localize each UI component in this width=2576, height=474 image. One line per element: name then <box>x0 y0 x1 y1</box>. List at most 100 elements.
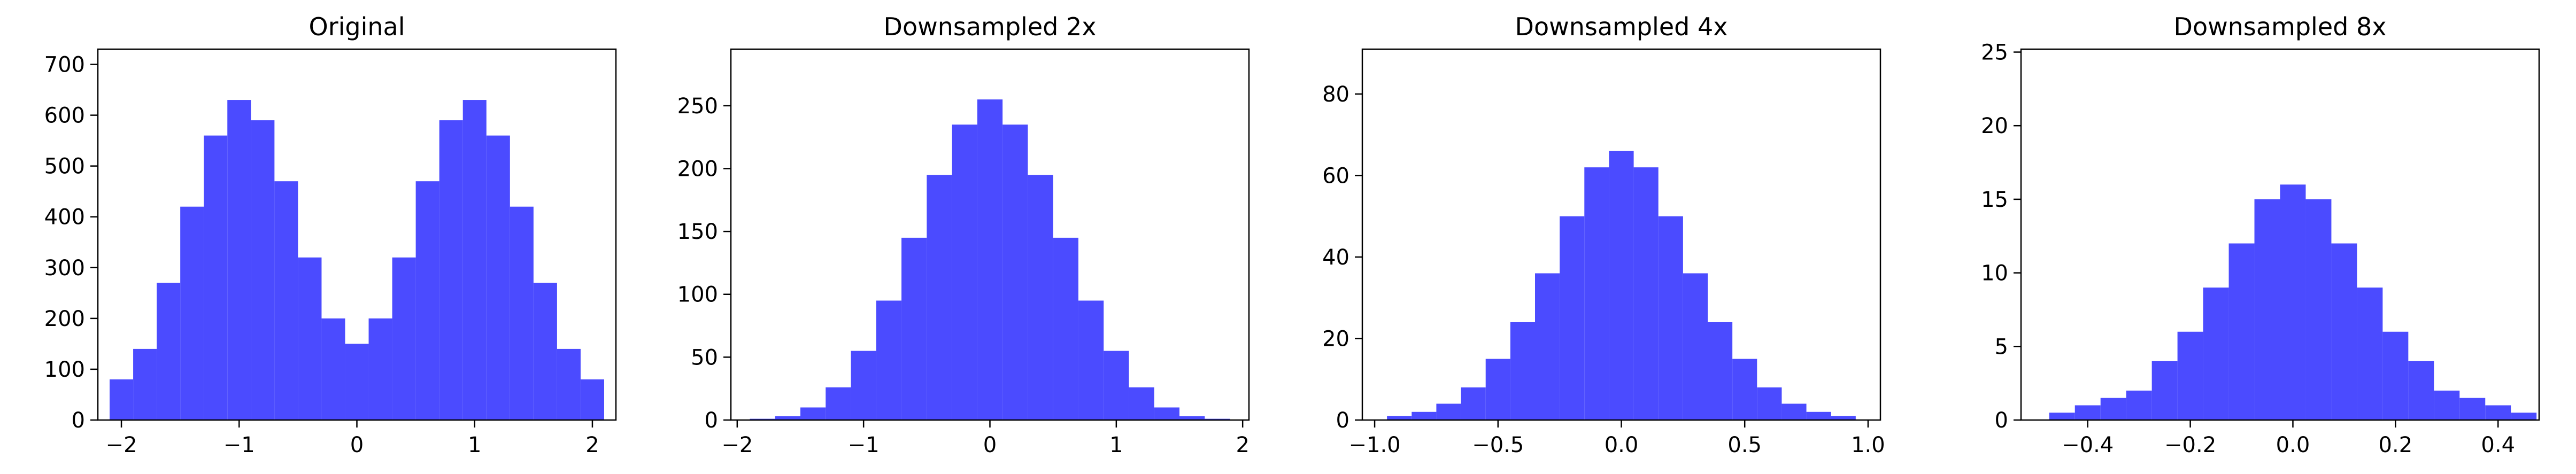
histogram-bar <box>2100 398 2126 420</box>
histogram-bar <box>2151 361 2178 420</box>
chart-panel-4: −0.4 −0.2 0.0 0.2 0.4 0 5 10 15 20 25 Downsampled 8… <box>1981 12 2540 457</box>
histogram-bar <box>1806 411 1831 420</box>
histogram-bar <box>800 407 826 420</box>
x-tick-label: 0.0 <box>1605 433 1639 457</box>
y-tick-label: 25 <box>1981 41 2008 65</box>
histogram-bar <box>1560 216 1585 420</box>
histogram-bar <box>227 100 251 420</box>
y-tick-label: 0 <box>705 408 718 433</box>
histogram-bar <box>2074 405 2101 420</box>
histogram-bar <box>1002 125 1028 420</box>
y-tick-label: 250 <box>677 94 718 119</box>
y-tick-label: 100 <box>677 283 718 307</box>
histogram-bars-1 <box>110 100 604 421</box>
histogram-bar <box>110 379 134 420</box>
chart-panel-3: −1.0 −0.5 0.0 0.5 1.0 0 20 40 60 80 Downsampled 4x <box>1322 12 1885 457</box>
histogram-bar <box>533 283 557 420</box>
x-tick-label: 2 <box>585 433 599 457</box>
histogram-bar <box>1461 387 1486 420</box>
histogram-bar <box>2485 405 2511 420</box>
histogram-bar <box>274 181 298 420</box>
histogram-bar <box>2126 390 2152 420</box>
histogram-bar <box>439 120 463 421</box>
histogram-bar <box>462 100 487 420</box>
histogram-bar <box>1732 359 1757 420</box>
x-tick-label: 0.0 <box>2276 433 2310 457</box>
histogram-bar <box>510 206 534 420</box>
histogram-bar <box>1104 351 1129 420</box>
x-tick-label: 0 <box>350 433 364 457</box>
x-tick-label: 2 <box>1236 433 1249 457</box>
y-tick-label: 20 <box>1322 327 1349 351</box>
y-tick-label: 0 <box>1336 408 1349 433</box>
y-tick-label: 20 <box>1981 114 2008 138</box>
axes-frame <box>2020 48 2540 421</box>
histogram-bar <box>876 300 902 420</box>
histogram-bar <box>952 125 977 420</box>
histogram-bar <box>580 379 604 420</box>
x-tick-label: 1 <box>1109 433 1123 457</box>
histogram-bar <box>901 237 927 420</box>
histogram-bar <box>368 318 392 420</box>
histogram-bar <box>2305 199 2332 420</box>
chart-title: Downsampled 8x <box>2174 12 2387 41</box>
histogram-bar <box>2331 243 2357 420</box>
histogram-bar <box>345 344 369 420</box>
x-tick-label: 0.4 <box>2481 433 2515 457</box>
y-tick-label: 100 <box>44 358 85 382</box>
histogram-bar <box>2177 331 2203 420</box>
histogram-bar <box>1485 359 1510 420</box>
y-tick-label: 600 <box>44 104 85 128</box>
histogram-bar <box>826 387 851 420</box>
histogram-bar <box>486 135 510 420</box>
histogram-bars-4 <box>2049 184 2537 420</box>
x-tick-label: −2 <box>106 433 137 457</box>
chart-panel-1: −2 −1 0 1 2 0 100 200 300 400 500 600 700 Original <box>44 12 617 457</box>
x-tick-label: −0.5 <box>1472 433 1524 457</box>
y-tick-label: 300 <box>44 256 85 281</box>
y-tick-label: 60 <box>1322 164 1349 188</box>
y-tick-label: 10 <box>1981 261 2008 286</box>
histogram-bar <box>2408 361 2434 420</box>
histogram-bar <box>392 257 416 420</box>
y-tick-label: 150 <box>677 220 718 244</box>
histogram-bar <box>2511 413 2537 420</box>
histogram-bar <box>1129 387 1154 420</box>
histogram-bar <box>1179 416 1205 420</box>
histogram-bar <box>2280 184 2306 420</box>
histogram-bar <box>1154 407 1180 420</box>
histogram-bar <box>1658 216 1683 420</box>
histogram-bar <box>251 120 275 421</box>
histogram-bar <box>1028 175 1053 420</box>
x-tick-label: −0.4 <box>2062 433 2114 457</box>
histogram-bar <box>2049 413 2075 420</box>
y-tick-label: 40 <box>1322 245 1349 270</box>
histogram-bar <box>775 416 800 420</box>
histogram-bar <box>1510 322 1535 420</box>
histogram-bar <box>927 175 952 420</box>
x-tick-label: 0 <box>983 433 997 457</box>
chart-title: Original <box>308 12 405 41</box>
histogram-bar <box>1078 300 1104 420</box>
histogram-bar <box>415 181 439 420</box>
histogram-bar <box>1412 411 1437 420</box>
histogram-bar <box>204 135 228 420</box>
histogram-bar <box>1053 237 1078 420</box>
histogram-bar <box>2459 398 2486 420</box>
x-tick-label: −1 <box>223 433 255 457</box>
histogram-bar <box>1633 167 1659 420</box>
histogram-bar <box>1683 273 1708 420</box>
histogram-bar <box>2228 243 2255 420</box>
histogram-bar <box>2382 331 2409 420</box>
histogram-bar <box>2254 199 2280 420</box>
chart-panel-2: −2 −1 0 1 2 0 50 100 150 200 250 Downsampled 2x <box>677 12 1250 457</box>
y-tick-label: 50 <box>691 345 718 370</box>
histogram-bar <box>1584 167 1609 420</box>
y-tick-label: 500 <box>44 154 85 179</box>
histogram-bar <box>1387 416 1412 420</box>
y-tick-label: 0 <box>72 408 85 433</box>
x-tick-label: 0.5 <box>1727 433 1762 457</box>
histogram-bar <box>2203 287 2229 420</box>
y-tick-label: 5 <box>1995 335 2008 359</box>
